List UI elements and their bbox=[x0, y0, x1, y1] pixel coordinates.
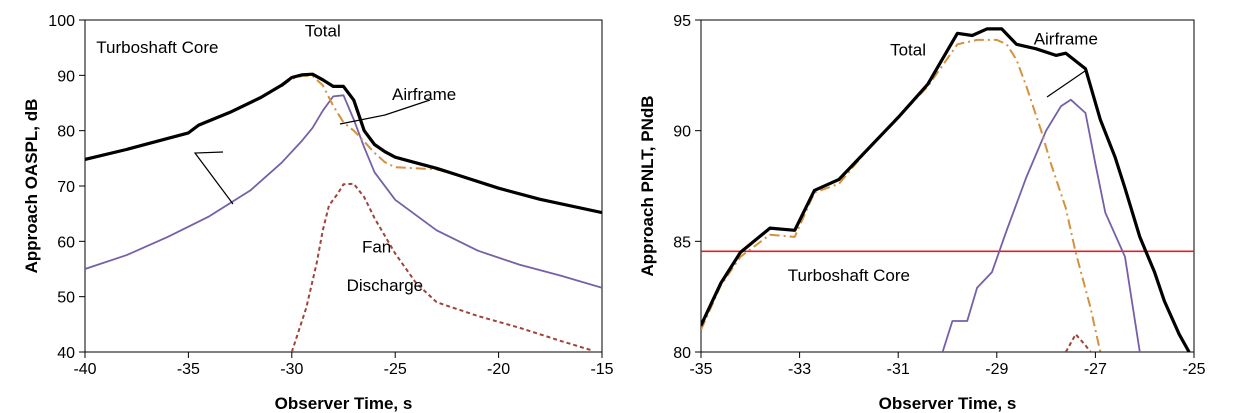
x-axis-title: Observer Time, s bbox=[275, 394, 413, 413]
x-tick-label: -25 bbox=[384, 361, 407, 378]
annotation-airframe: Airframe bbox=[1034, 29, 1098, 48]
x-tick-label: -27 bbox=[1084, 361, 1107, 378]
series-line-total bbox=[85, 72, 602, 215]
y-tick-label: 40 bbox=[57, 345, 75, 362]
y-tick-label: 90 bbox=[673, 124, 691, 141]
series-line-fan-discharge bbox=[1064, 333, 1092, 352]
annotation-total: Total bbox=[890, 40, 926, 59]
y-tick-label: 60 bbox=[57, 234, 75, 251]
x-tick-label: -20 bbox=[487, 361, 510, 378]
annotation-leader-line bbox=[339, 99, 431, 125]
x-tick-label: -30 bbox=[280, 361, 303, 378]
y-tick-label: 90 bbox=[57, 68, 75, 85]
series-line-airframe bbox=[701, 38, 1102, 352]
chart-1: 40 50 60 70 80 90 100 -40 -35 -30 -25 -20 -15 Observe… bbox=[22, 13, 614, 413]
x-axis-title: Observer Time, s bbox=[879, 394, 1017, 413]
annotation-airframe: Airframe bbox=[392, 85, 456, 104]
x-tick-label: -15 bbox=[590, 361, 613, 378]
y-tick-label: 80 bbox=[57, 124, 75, 141]
y-tick-label: 100 bbox=[48, 13, 75, 30]
y-axis-title: Approach PNLT, PNdB bbox=[638, 95, 657, 276]
x-tick-label: -31 bbox=[887, 361, 910, 378]
x-tick-label: -29 bbox=[985, 361, 1008, 378]
chart-2: 80 85 90 95 -35 -33 -31 -29 -27 -25 Observer Time,… bbox=[638, 13, 1206, 413]
y-tick-label: 70 bbox=[57, 179, 75, 196]
y-tick-label: 95 bbox=[673, 13, 691, 30]
annotation-discharge: Discharge bbox=[347, 276, 424, 295]
series-line-turboshaft-core bbox=[85, 94, 602, 289]
x-tick-label: -33 bbox=[788, 361, 811, 378]
series-line-fan-discharge bbox=[290, 182, 592, 352]
annotation-turboshaft-core: Turboshaft Core bbox=[788, 266, 910, 285]
series-line-total bbox=[701, 27, 1191, 352]
annotation-fan: Fan bbox=[362, 237, 391, 256]
annotation-total: Total bbox=[305, 22, 341, 41]
x-tick-label: -35 bbox=[689, 361, 712, 378]
annotation-leader-line bbox=[1046, 70, 1086, 98]
annotation-turboshaft-core: Turboshaft Core bbox=[96, 38, 218, 57]
x-tick-label: -25 bbox=[1182, 361, 1205, 378]
annotation-leader-line bbox=[193, 151, 234, 205]
plot-frame bbox=[700, 19, 1195, 353]
y-axis-title: Approach OASPL, dB bbox=[22, 99, 41, 274]
y-tick-label: 85 bbox=[673, 234, 691, 251]
series-line-turboshaft-core bbox=[941, 98, 1141, 352]
y-tick-label: 50 bbox=[57, 290, 75, 307]
y-tick-label: 80 bbox=[673, 345, 691, 362]
x-tick-label: -35 bbox=[177, 361, 200, 378]
x-tick-label: -40 bbox=[73, 361, 96, 378]
